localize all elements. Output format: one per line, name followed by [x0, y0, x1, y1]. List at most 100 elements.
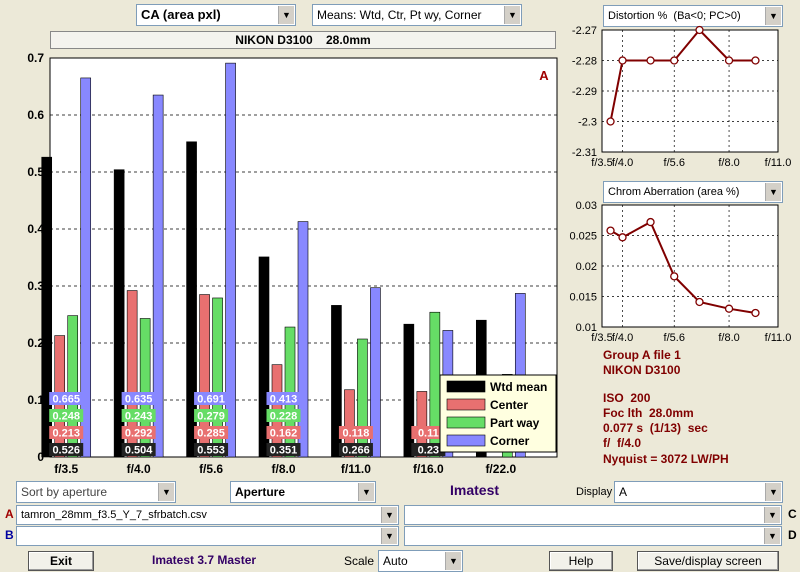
- display-select[interactable]: A ▼: [614, 481, 783, 503]
- distortion-y-tick-label: -2.27: [572, 25, 597, 37]
- info-fstop: f/ f/4.0: [603, 436, 642, 450]
- info-nyquist: Nyquist = 3072 LW/PH: [603, 452, 729, 466]
- chevron-down-icon: ▼: [765, 483, 781, 501]
- y-tick-label: 0.3: [27, 279, 44, 293]
- distortion-data-point: [751, 56, 760, 65]
- distortion-x-tick-label: f/8.0: [718, 157, 739, 169]
- legend-swatch: [446, 398, 486, 411]
- distortion-x-tick-label: f/4.0: [612, 157, 633, 169]
- distortion-data-point: [695, 25, 704, 35]
- sort-select-value: Sort by aperture: [21, 485, 108, 499]
- info-group: Group A file 1: [603, 348, 681, 362]
- chrom-aberration-title: Chrom Aberration (area %): [608, 186, 740, 198]
- value-label: 0.553: [197, 445, 225, 457]
- imatest-label: Imatest: [450, 482, 500, 498]
- means-select[interactable]: Means: Wtd, Ctr, Pt wy, Corner ▼: [312, 4, 522, 26]
- file-c-select[interactable]: ▼: [404, 505, 782, 525]
- legend-label: Center: [490, 398, 528, 412]
- sort-select[interactable]: Sort by aperture ▼: [16, 481, 176, 503]
- y-tick-label: 0.1: [27, 393, 44, 407]
- value-label-bg: [338, 443, 373, 456]
- distortion-data-point: [646, 56, 655, 65]
- chevron-down-icon: ▼: [764, 507, 780, 523]
- chevron-down-icon: ▼: [445, 552, 461, 570]
- x-tick-label: f/16.0: [413, 462, 444, 476]
- x-tick-label: f/11.0: [341, 462, 371, 476]
- value-label-bg: [49, 392, 84, 405]
- distortion-x-tick-label: f/11.0: [765, 157, 792, 169]
- bar: [344, 389, 355, 458]
- value-label: 0.23: [418, 445, 439, 457]
- bar: [80, 77, 92, 458]
- distortion-title: Distortion % (Ba<0; PC>0): [608, 10, 741, 22]
- distortion-chart: -2.27 -2.28 -2.29 -2.3 -2.31f/3.5 f/4.0 f/5.6 f…: [572, 25, 792, 169]
- value-label: 0.351: [270, 445, 298, 457]
- chevron-down-icon: ▼: [765, 7, 781, 25]
- ca-x-tick-label: f/8.0: [718, 332, 739, 344]
- value-label: 0.504: [125, 445, 153, 457]
- ca-data-point: [618, 233, 627, 242]
- chrom-aberration-select[interactable]: Chrom Aberration (area %) ▼: [603, 181, 783, 203]
- chevron-down-icon: ▼: [764, 528, 780, 544]
- value-label: 0.665: [52, 394, 80, 406]
- version-label: Imatest 3.7 Master: [152, 553, 257, 567]
- value-label: 0.292: [125, 428, 153, 440]
- aperture-select-value: Aperture: [235, 485, 286, 499]
- file-b-select[interactable]: ▼: [16, 526, 399, 546]
- exit-button[interactable]: Exit: [28, 551, 94, 571]
- scale-select[interactable]: Auto ▼: [378, 550, 463, 572]
- y-tick-label: 0.5: [27, 165, 44, 179]
- y-tick-label: 0.6: [27, 108, 44, 122]
- row-b-label: B: [5, 528, 14, 542]
- metric-select[interactable]: CA (area pxl) ▼: [136, 4, 296, 26]
- y-tick-label: 0: [37, 450, 44, 464]
- distortion-x-tick-label: f/5.6: [664, 157, 685, 169]
- ca-data-point: [606, 226, 615, 235]
- ca-data-point: [695, 297, 704, 307]
- x-tick-label: f/8.0: [271, 462, 295, 476]
- value-label: 0.118: [342, 428, 369, 440]
- distortion-y-tick-label: -2.29: [572, 86, 597, 98]
- value-label: 0.279: [197, 411, 225, 423]
- distortion-data-point: [724, 56, 734, 65]
- value-label: 0.635: [125, 394, 153, 406]
- scale-select-value: Auto: [383, 554, 408, 568]
- ca-y-tick-label: 0.02: [576, 261, 597, 273]
- bar: [403, 323, 415, 458]
- ca-x-tick-label: f/5.6: [664, 332, 685, 344]
- ca-x-tick-label: f/4.0: [612, 332, 633, 344]
- legend-swatch: [446, 434, 486, 447]
- chrom-aberration-chart: 0.03 0.025 0.02 0.015 0.01f/3.5 f/4.0 f/5.6 f/8…: [569, 200, 791, 344]
- chevron-down-icon: ▼: [765, 183, 781, 201]
- value-label: 0.11: [418, 428, 439, 440]
- distortion-select[interactable]: Distortion % (Ba<0; PC>0) ▼: [603, 5, 783, 27]
- chevron-down-icon: ▼: [381, 507, 397, 523]
- value-label-bg: [411, 426, 446, 439]
- x-tick-label: f/22.0: [485, 462, 516, 476]
- value-label: 0.413: [270, 394, 298, 406]
- legend-swatch: [446, 416, 486, 429]
- chevron-down-icon: ▼: [158, 483, 174, 501]
- value-label-bg: [266, 409, 301, 422]
- distortion-data-point: [618, 56, 627, 65]
- distortion-x-tick-label: f/3.5: [591, 157, 612, 169]
- bar-chart: 0 0.1 0.2 0.3 0.4 0.5 0.6 0.7 Af/3.5 0.665 0.248 0.…: [27, 51, 558, 476]
- x-tick-label: f/4.0: [127, 462, 151, 476]
- help-button[interactable]: Help: [549, 551, 613, 571]
- chevron-down-icon: ▼: [381, 528, 397, 544]
- bar: [212, 297, 223, 458]
- ca-data-point: [724, 304, 734, 313]
- bar: [416, 391, 428, 458]
- info-focal-length: Foc lth 28.0mm: [603, 406, 694, 420]
- save-display-button[interactable]: Save/display screen: [637, 551, 779, 571]
- bar: [199, 294, 210, 458]
- aperture-select[interactable]: Aperture ▼: [230, 481, 376, 503]
- value-label: 0.228: [270, 411, 298, 423]
- ca-y-tick-label: 0.015: [569, 292, 597, 304]
- legend-label: Corner: [490, 434, 530, 448]
- display-select-value: A: [619, 485, 628, 499]
- file-a-select[interactable]: tamron_28mm_f3.5_Y_7_sfrbatch.csv ▼: [16, 505, 399, 525]
- file-d-select[interactable]: ▼: [404, 526, 782, 546]
- value-label-bg: [194, 392, 229, 405]
- distortion-data-point: [670, 56, 679, 65]
